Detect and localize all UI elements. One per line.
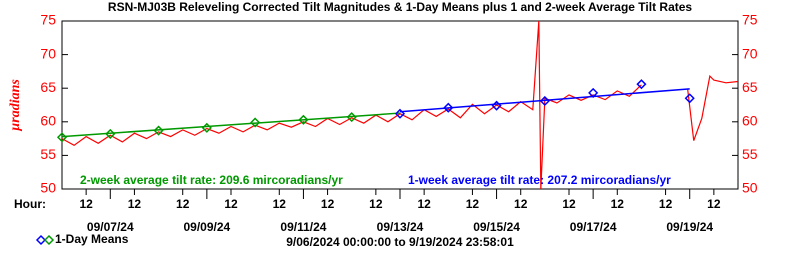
tilt-line [61,20,738,190]
y-tick-label: 55 [40,146,56,162]
date-tick-label: 09/07/24 [87,220,134,234]
legend-label: 1-Day Means [55,232,129,246]
mean-marker [346,112,357,123]
x-tick-label: 12 [321,197,335,211]
y2-tick-label: 75 [742,12,758,28]
mean-marker [56,132,68,143]
mean-marker [636,79,647,90]
trend-line [61,112,401,138]
y-tick-label: 75 [40,12,56,28]
x-tick-label: 12 [417,197,431,211]
x-tick-label: 12 [79,197,93,211]
y-tick-label: 65 [40,79,56,95]
y2-tick-label: 60 [742,113,758,129]
y2-tick-label: 70 [742,45,758,61]
mean-marker [491,100,502,111]
x-tick-label: 12 [562,197,576,211]
date-tick-label: 09/19/24 [666,220,713,234]
mean-marker [153,125,164,136]
mean-marker [684,93,695,104]
x-tick-label: 12 [273,197,287,211]
mean-marker [250,117,261,128]
y-tick-label: 50 [40,180,56,196]
legend-marker [35,234,47,246]
x-tick-label: 12 [659,197,673,211]
range-text: 9/06/2024 00:00:00 to 9/19/2024 23:58:01 [286,235,514,249]
x-tick-label: 12 [369,197,383,211]
y-tick-label: 70 [40,45,56,61]
mean-marker [298,114,309,125]
mean-marker [588,87,599,98]
x-tick-label: 12 [224,197,238,211]
y2-tick-label: 65 [742,79,758,95]
y2-tick-label: 50 [742,180,758,196]
trend-line [399,88,690,113]
x-tick-label: 12 [611,197,625,211]
date-tick-label: 09/09/24 [183,220,230,234]
y-tick-label: 60 [40,113,56,129]
y2-tick-label: 55 [742,146,758,162]
date-tick-label: 09/13/24 [377,220,424,234]
mean-marker [443,102,454,113]
mean-marker [201,122,212,133]
mean-marker [105,128,116,139]
x-tick-label: 12 [176,197,190,211]
x-tick-label: 12 [514,197,528,211]
legend-marker [43,234,55,246]
annotation: 2-week average tilt rate: 209.6 mircorad… [80,173,343,187]
date-tick-label: 09/11/24 [280,220,326,234]
chart-title: RSN-MJ03B Releveling Corrected Tilt Magn… [108,0,693,14]
x-tick-label: 12 [128,197,142,211]
date-tick-label: 09/17/24 [570,220,617,234]
x-tick-label: 12 [707,197,721,211]
y-axis-label: µradians [8,79,23,132]
mean-marker [539,95,550,107]
plot-frame [61,20,739,190]
mean-marker [394,108,406,119]
annotation: 1-week average tilt rate: 207.2 mircorad… [408,173,671,187]
hour-label: Hour: [14,197,46,211]
date-tick-label: 09/15/24 [473,220,520,234]
x-tick-label: 12 [466,197,480,211]
